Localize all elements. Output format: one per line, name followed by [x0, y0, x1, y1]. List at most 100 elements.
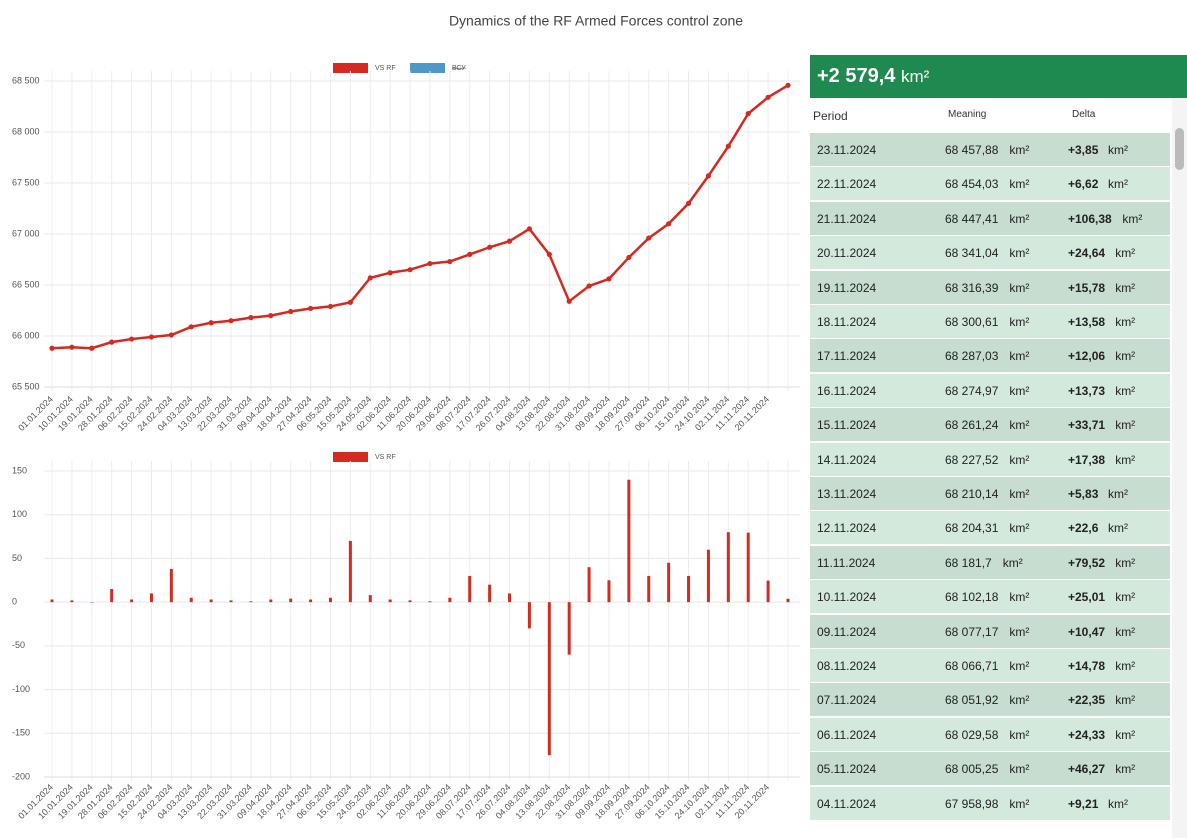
- data-point: [188, 324, 194, 330]
- unit: km²: [1115, 555, 1136, 570]
- unit: km²: [1009, 521, 1030, 536]
- period: 09.11.2024: [817, 624, 877, 639]
- period: 11.11.2024: [817, 555, 876, 570]
- delta: +79,52: [1068, 555, 1106, 570]
- data-point: [288, 308, 294, 315]
- period: 13.11.2024: [817, 487, 877, 501]
- bar: [667, 562, 671, 603]
- table-row: 06.11.2024 68 029,58 km² +24,33 km²: [810, 717, 1170, 752]
- data-point: [705, 173, 712, 179]
- table-row: 11.11.2024 68 181,7 km² +79,52 km²: [810, 545, 1170, 580]
- unit: km²: [1009, 177, 1030, 192]
- meaning: 68 077,17: [945, 624, 999, 639]
- unit: km²: [1115, 315, 1136, 329]
- data-point: [765, 94, 771, 100]
- unit: km²: [1115, 383, 1136, 398]
- bar: [328, 597, 332, 603]
- y-tick-label: -150: [12, 728, 30, 738]
- unit: km²: [1115, 452, 1136, 467]
- data-point: [666, 221, 672, 227]
- legend-swatch: [410, 63, 445, 73]
- bar: [647, 575, 651, 603]
- data-point: [49, 345, 55, 351]
- data-point: [487, 244, 493, 250]
- charts: Dynamics of the RF Armed Forces control …: [12, 13, 800, 821]
- delta: +22,6: [1068, 521, 1099, 536]
- unit: km²: [1009, 452, 1030, 467]
- y-tick-label: 67 000: [12, 228, 40, 238]
- table-row: 18.11.2024 68 300,61 km² +13,58 km²: [810, 305, 1170, 339]
- bar: [746, 532, 750, 603]
- period: 07.11.2024: [817, 693, 877, 708]
- meaning: 68 181,7: [945, 555, 992, 570]
- meaning: 68 005,25: [945, 762, 999, 777]
- bar: [229, 600, 233, 603]
- legend-swatch: [333, 63, 368, 73]
- period: 21.11.2024: [817, 211, 877, 226]
- delta: +106,38: [1068, 211, 1112, 226]
- table-row: 21.11.2024 68 447,41 km² +106,38 km²: [810, 201, 1170, 236]
- data-point: [566, 298, 572, 304]
- table-row: 07.11.2024 68 051,92 km² +22,35 km²: [810, 683, 1170, 718]
- unit: km²: [1115, 280, 1136, 295]
- bar: [508, 593, 512, 603]
- data-point: [586, 283, 592, 289]
- delta: +33,71: [1068, 418, 1106, 433]
- period: 06.11.2024: [817, 727, 877, 742]
- page-title: Dynamics of the RF Armed Forces control …: [449, 13, 743, 29]
- legend-label: VS RF: [375, 65, 396, 72]
- bar: [50, 599, 54, 603]
- meaning: 68 447,41: [945, 211, 999, 226]
- unit: km²: [1009, 590, 1030, 605]
- unit: km²: [1108, 487, 1128, 501]
- unit: km²: [1122, 211, 1143, 226]
- bar: [348, 540, 352, 603]
- delta: +10,47: [1068, 624, 1106, 639]
- data-point: [546, 251, 552, 257]
- y-tick-label: 66 000: [12, 330, 40, 340]
- period: 20.11.2024: [817, 246, 877, 261]
- data-point: [626, 254, 632, 261]
- unit: km²: [1115, 727, 1136, 742]
- data-point: [427, 260, 433, 267]
- y-tick-label: -200: [12, 771, 30, 781]
- y-tick-label: 0: [12, 597, 17, 607]
- y-tick-label: 65 500: [12, 381, 40, 391]
- unit: km²: [1009, 143, 1030, 157]
- bar: [547, 602, 551, 756]
- period: 04.11.2024: [817, 796, 877, 811]
- column-headers: Period Meaning Delta: [810, 98, 1187, 133]
- table-row: 16.11.2024 68 274,97 km² +13,73 km²: [810, 373, 1170, 408]
- period: 22.11.2024: [817, 177, 877, 192]
- unit: km²: [1115, 349, 1136, 364]
- unit: km²: [1115, 659, 1136, 673]
- table-row: 17.11.2024 68 287,03 km² +12,06 km²: [810, 339, 1170, 374]
- unit: km²: [1009, 796, 1030, 811]
- period: 18.11.2024: [817, 315, 877, 329]
- y-tick-label: 67 500: [12, 177, 40, 187]
- unit: km²: [1108, 521, 1128, 536]
- bar: [607, 580, 611, 603]
- unit: km²: [1009, 418, 1030, 433]
- scrollbar[interactable]: [1172, 98, 1187, 838]
- table-row: 13.11.2024 68 210,14 km² +5,83 km²: [810, 477, 1170, 511]
- data-point: [367, 275, 373, 281]
- unit: km²: [1009, 693, 1030, 708]
- bar: [130, 599, 134, 603]
- delta: +25,01: [1068, 590, 1106, 605]
- data-point: [447, 258, 453, 265]
- column-header: Delta: [1072, 109, 1096, 120]
- data-point: [725, 143, 731, 149]
- meaning: 68 274,97: [945, 383, 999, 398]
- bar: [428, 601, 432, 603]
- scroll-thumb[interactable]: [1175, 128, 1184, 170]
- meaning: 67 958,98: [945, 796, 999, 811]
- bar: [567, 602, 571, 655]
- bar: [468, 575, 472, 603]
- bar: [289, 598, 293, 603]
- delta: +12,06: [1068, 349, 1106, 364]
- unit: km²: [1009, 246, 1030, 261]
- bar: [587, 567, 591, 603]
- unit: km²: [1009, 727, 1030, 742]
- total-header: +2 579,4 km²: [810, 55, 1187, 98]
